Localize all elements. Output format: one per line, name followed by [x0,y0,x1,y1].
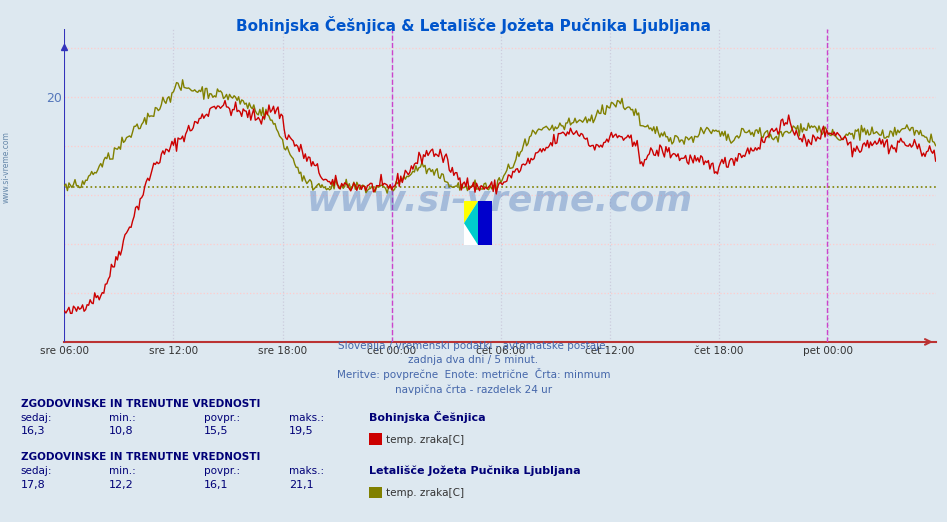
Text: sedaj:: sedaj: [21,413,52,423]
Text: temp. zraka[C]: temp. zraka[C] [386,488,464,498]
Text: zadnja dva dni / 5 minut.: zadnja dva dni / 5 minut. [408,355,539,365]
Polygon shape [478,201,492,245]
Text: www.si-vreme.com: www.si-vreme.com [2,131,11,203]
Text: 16,1: 16,1 [204,480,228,490]
Text: Bohinjska Češnjica: Bohinjska Češnjica [369,411,486,423]
Text: 10,8: 10,8 [109,426,134,436]
Text: navpična črta - razdelek 24 ur: navpična črta - razdelek 24 ur [395,384,552,395]
Text: maks.:: maks.: [289,413,324,423]
Text: www.si-vreme.com: www.si-vreme.com [307,184,693,218]
Text: 16,3: 16,3 [21,426,45,436]
Text: povpr.:: povpr.: [204,413,240,423]
Text: min.:: min.: [109,413,135,423]
Text: povpr.:: povpr.: [204,467,240,477]
Text: temp. zraka[C]: temp. zraka[C] [386,435,464,445]
Text: 12,2: 12,2 [109,480,134,490]
Text: ZGODOVINSKE IN TRENUTNE VREDNOSTI: ZGODOVINSKE IN TRENUTNE VREDNOSTI [21,399,260,409]
Text: Bohinjska Češnjica & Letališče Jožeta Pučnika Ljubljana: Bohinjska Češnjica & Letališče Jožeta Pu… [236,16,711,33]
Text: sedaj:: sedaj: [21,467,52,477]
Text: Letališče Jožeta Pučnika Ljubljana: Letališče Jožeta Pučnika Ljubljana [369,466,581,477]
Text: Slovenija / vremenski podatki - avtomatske postaje.: Slovenija / vremenski podatki - avtomats… [338,341,609,351]
Text: Meritve: povprečne  Enote: metrične  Črta: minmum: Meritve: povprečne Enote: metrične Črta:… [337,368,610,380]
Text: 19,5: 19,5 [289,426,313,436]
Text: min.:: min.: [109,467,135,477]
Text: 21,1: 21,1 [289,480,313,490]
Text: maks.:: maks.: [289,467,324,477]
Polygon shape [464,201,478,223]
Text: ZGODOVINSKE IN TRENUTNE VREDNOSTI: ZGODOVINSKE IN TRENUTNE VREDNOSTI [21,453,260,462]
Text: 15,5: 15,5 [204,426,228,436]
Text: 17,8: 17,8 [21,480,45,490]
Polygon shape [464,201,478,245]
